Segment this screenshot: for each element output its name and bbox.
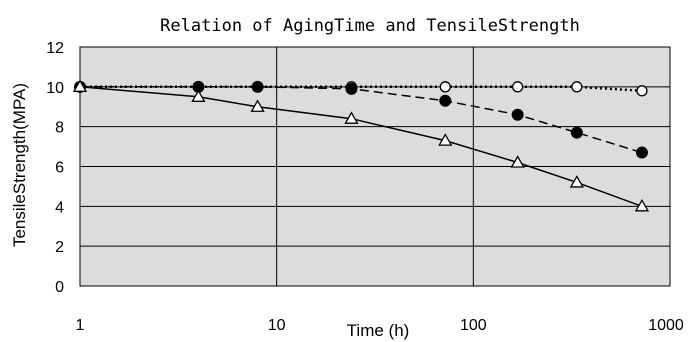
- x-tick-label: 100: [460, 317, 487, 334]
- data-point: [251, 80, 264, 93]
- y-tick-label: 6: [55, 160, 64, 177]
- series-line: [80, 86, 643, 154]
- x-tick-label: 1000: [648, 317, 684, 334]
- y-tick-label: 8: [55, 120, 64, 137]
- x-tick-label: 10: [268, 317, 286, 334]
- series-layer: [72, 79, 650, 212]
- data-point: [636, 85, 648, 97]
- series-line: [80, 85, 642, 93]
- x-tick-label: 1: [76, 317, 85, 334]
- data-point: [635, 146, 648, 159]
- data-point: [570, 126, 583, 139]
- y-tick-label: 10: [46, 80, 64, 97]
- data-point: [72, 79, 88, 92]
- series-line: [79, 86, 643, 208]
- data-point: [191, 89, 206, 102]
- data-point: [250, 99, 265, 112]
- data-point: [438, 133, 453, 146]
- data-point: [571, 81, 583, 93]
- y-axis-label: TensileStrength(MPA): [10, 83, 29, 247]
- tick-labels: 0 2 4 6 8 10 12 1 10 100 1000: [46, 40, 684, 334]
- data-point: [439, 94, 452, 107]
- data-point: [510, 155, 525, 168]
- chart-title: Relation of AgingTime and TensileStrengt…: [160, 16, 580, 36]
- data-point: [569, 175, 584, 188]
- data-point: [345, 82, 358, 95]
- data-point: [634, 199, 650, 212]
- data-point: [344, 111, 359, 124]
- data-point: [439, 81, 451, 93]
- y-tick-label: 0: [55, 279, 64, 296]
- y-tick-label: 12: [46, 40, 64, 57]
- series-solid: [72, 79, 650, 212]
- data-point: [511, 108, 524, 121]
- series-dashed: [74, 80, 648, 159]
- y-tick-label: 4: [55, 199, 64, 216]
- y-tick-label: 2: [55, 239, 64, 256]
- data-point: [511, 81, 524, 93]
- x-axis-label: Time (h): [347, 321, 410, 340]
